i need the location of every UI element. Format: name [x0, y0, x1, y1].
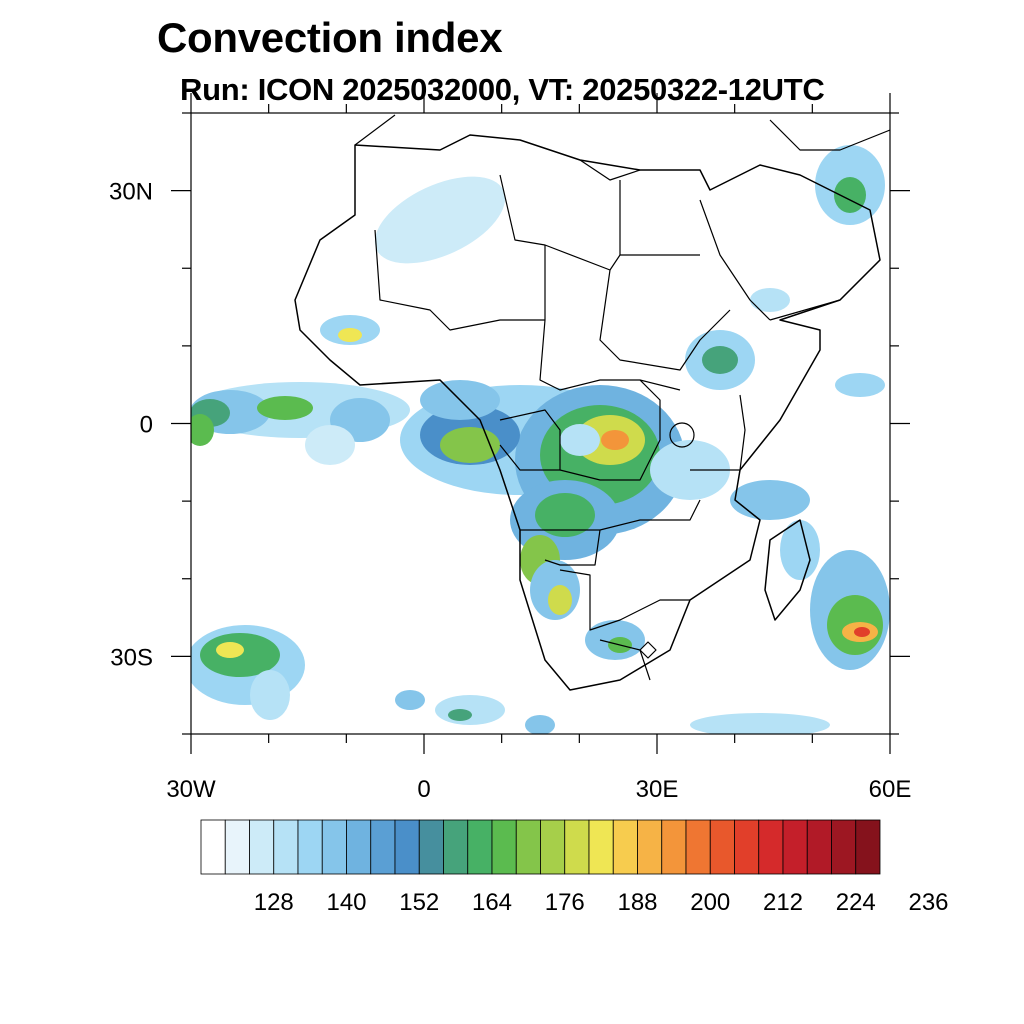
- colorbar-box: [297, 819, 323, 875]
- lon-tick-label: 60E: [869, 776, 912, 803]
- colorbar-box: [758, 819, 784, 875]
- colorbar-box: [467, 819, 493, 875]
- colorbar-box: [394, 819, 420, 875]
- colorbar-box: [515, 819, 541, 875]
- atlantic-equatorial-band: [191, 382, 410, 465]
- colorbar-box: [224, 819, 250, 875]
- colorbar-box: [637, 819, 663, 875]
- colorbar-box: [685, 819, 711, 875]
- colorbar-box: [661, 819, 687, 875]
- lat-tick-label: 30S: [110, 644, 153, 671]
- central-africa-convection: [400, 380, 685, 585]
- chart-subtitle: Run: ICON 2025032000, VT: 20250322-12UTC: [180, 72, 825, 107]
- colorbar-box: [346, 819, 372, 875]
- convection-field: [191, 114, 890, 734]
- colorbar-box: [249, 819, 275, 875]
- lon-tick-label: 30E: [636, 776, 679, 803]
- colorbar-label: 200: [690, 889, 730, 916]
- northern-convection: [320, 145, 885, 345]
- colorbar: 128 140 152 164 176 188 200 212 224 236: [200, 819, 949, 916]
- colorbar-label: 128: [254, 889, 294, 916]
- colorbar-box: [806, 819, 832, 875]
- south-atlantic-convection: [191, 625, 830, 734]
- colorbar-box: [540, 819, 566, 875]
- colorbar-box: [273, 819, 299, 875]
- colorbar-label: 176: [545, 889, 585, 916]
- east-africa-convection: [650, 330, 890, 670]
- lon-tick-label: 30W: [166, 776, 216, 803]
- lat-tick-label: 30N: [109, 179, 153, 206]
- colorbar-box: [612, 819, 638, 875]
- coastlines: [294, 114, 890, 691]
- southern-africa-convection: [530, 560, 645, 660]
- colorbar-label: 236: [908, 889, 948, 916]
- colorbar-label: 224: [836, 889, 876, 916]
- colorbar-label: 140: [326, 889, 366, 916]
- lon-tick-label: 0: [417, 776, 430, 803]
- chart-title: Convection index: [157, 14, 503, 61]
- colorbar-box: [321, 819, 347, 875]
- colorbar-label: 212: [763, 889, 803, 916]
- colorbar-box: [491, 819, 517, 875]
- colorbar-label: 188: [617, 889, 657, 916]
- colorbar-box: [418, 819, 444, 875]
- colorbar-box: [200, 819, 226, 875]
- colorbar-box: [831, 819, 857, 875]
- colorbar-label: 152: [399, 889, 439, 916]
- colorbar-box: [782, 819, 808, 875]
- axis-ticks: 30N 0 30S 30W 0 30E 60E: [109, 93, 911, 803]
- colorbar-box: [709, 819, 735, 875]
- colorbar-box: [734, 819, 760, 875]
- colorbar-box: [370, 819, 396, 875]
- colorbar-box: [588, 819, 614, 875]
- colorbar-box: [443, 819, 469, 875]
- colorbar-box: [564, 819, 590, 875]
- colorbar-box: [855, 819, 881, 875]
- lat-tick-label: 0: [140, 412, 153, 439]
- colorbar-label: 164: [472, 889, 512, 916]
